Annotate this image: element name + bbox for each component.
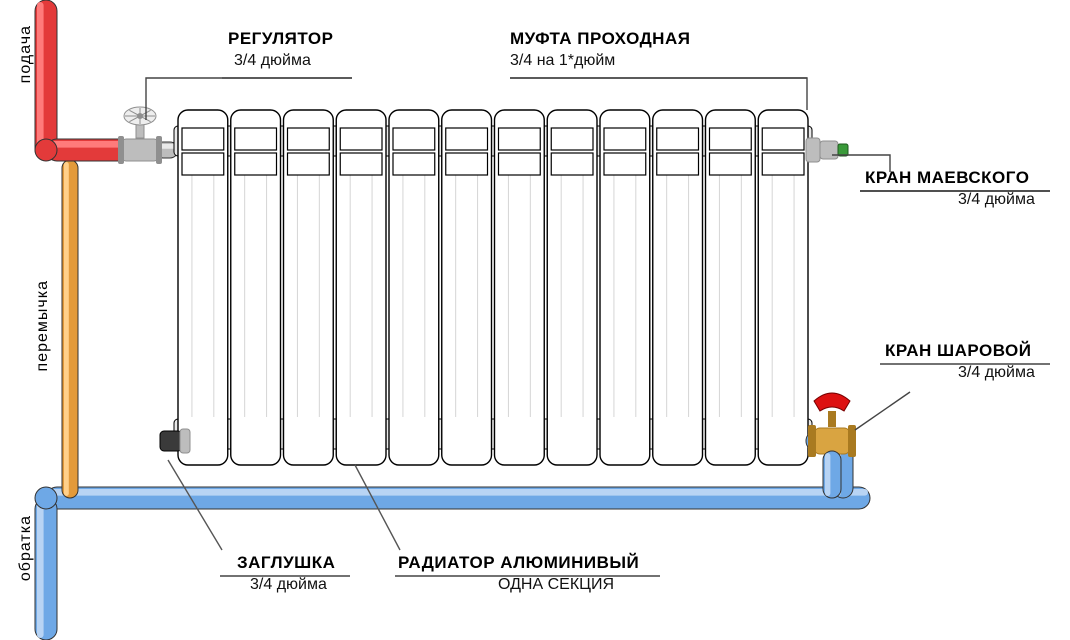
label-supply-vertical: подача <box>17 25 35 83</box>
label-ballvalve-sub: 3/4 дюйма <box>958 364 1035 382</box>
label-radiator-sub: ОДНА СЕКЦИЯ <box>498 576 614 594</box>
radiator-diagram <box>0 0 1070 640</box>
label-return-vertical: обратка <box>17 515 35 581</box>
label-regulator-sub: 3/4 дюйма <box>234 52 311 70</box>
label-plug-sub: 3/4 дюйма <box>250 576 327 594</box>
label-mayevsky-sub: 3/4 дюйма <box>958 191 1035 209</box>
label-mayevsky-title: КРАН МАЕВСКОГО <box>865 168 1029 188</box>
label-bypass-vertical: перемычка <box>34 280 52 371</box>
label-radiator-title: РАДИАТОР АЛЮМИНИВЫЙ <box>398 553 639 573</box>
label-ballvalve-title: КРАН ШАРОВОЙ <box>885 341 1032 361</box>
label-coupling-sub: 3/4 на 1*дюйм <box>510 52 615 70</box>
label-coupling-title: МУФТА ПРОХОДНАЯ <box>510 29 690 49</box>
label-regulator-title: РЕГУЛЯТОР <box>228 29 333 49</box>
label-plug-title: ЗАГЛУШКА <box>237 553 335 573</box>
